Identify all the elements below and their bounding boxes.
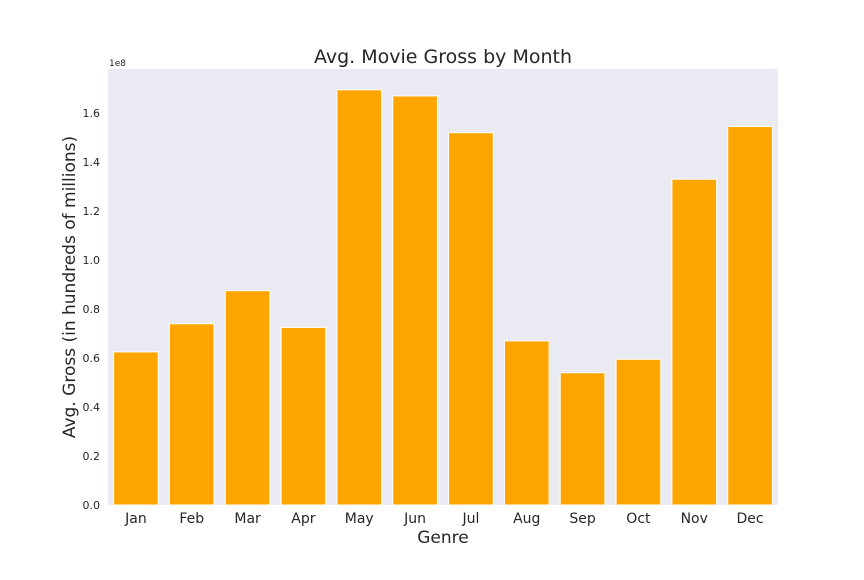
bar-sep: [559, 372, 606, 506]
y-tick-label: 0.8: [83, 303, 101, 316]
y-axis-label: Avg. Gross (in hundreds of millions): [60, 136, 80, 438]
x-tick-may: May: [345, 511, 374, 527]
x-tick-dec: Dec: [737, 511, 764, 527]
bar-oct: [615, 358, 662, 506]
bar-aug: [503, 340, 550, 506]
y-tick-label: 1.4: [83, 156, 101, 169]
bar-jan: [113, 351, 159, 506]
x-tick-sep: Sep: [569, 511, 596, 527]
y-tick-label: 0.6: [83, 352, 101, 365]
x-tick-apr: Apr: [291, 511, 315, 527]
bar-jun: [392, 95, 438, 506]
x-tick-mar: Mar: [234, 511, 261, 527]
bar-feb: [168, 323, 215, 506]
y-tick-labels: 0.0 0.2 0.4 0.6 0.8 1.0 1.2 1.4 1.6: [83, 107, 101, 512]
x-tick-aug: Aug: [513, 511, 540, 527]
y-tick-label: 0.4: [83, 401, 101, 414]
x-tick-oct: Oct: [626, 511, 651, 527]
y-tick-label: 1.0: [83, 254, 101, 267]
x-tick-nov: Nov: [681, 511, 708, 527]
x-axis-label: Genre: [417, 528, 468, 548]
bars-group: [113, 89, 773, 506]
y-tick-label: 0.0: [83, 499, 101, 512]
y-tick-label: 1.6: [83, 107, 101, 120]
x-tick-jun: Jun: [403, 511, 426, 527]
y-offset-label: 1e8: [109, 59, 126, 69]
bar-dec: [727, 126, 773, 506]
chart-title: Avg. Movie Gross by Month: [314, 46, 572, 68]
x-tick-jan: Jan: [124, 511, 147, 527]
bar-apr: [280, 326, 327, 506]
x-tick-labels: Jan Feb Mar Apr May Jun Jul Aug Sep Oct Nov Dec: [124, 511, 764, 527]
y-tick-label: 1.2: [83, 205, 101, 218]
bar-mar: [224, 290, 271, 506]
x-tick-feb: Feb: [179, 511, 204, 527]
bar-may: [336, 89, 383, 506]
bar-nov: [671, 178, 718, 506]
y-tick-label: 0.2: [83, 450, 101, 463]
plot-background: [108, 69, 778, 505]
bar-jul: [448, 132, 494, 506]
x-tick-jul: Jul: [461, 511, 479, 527]
